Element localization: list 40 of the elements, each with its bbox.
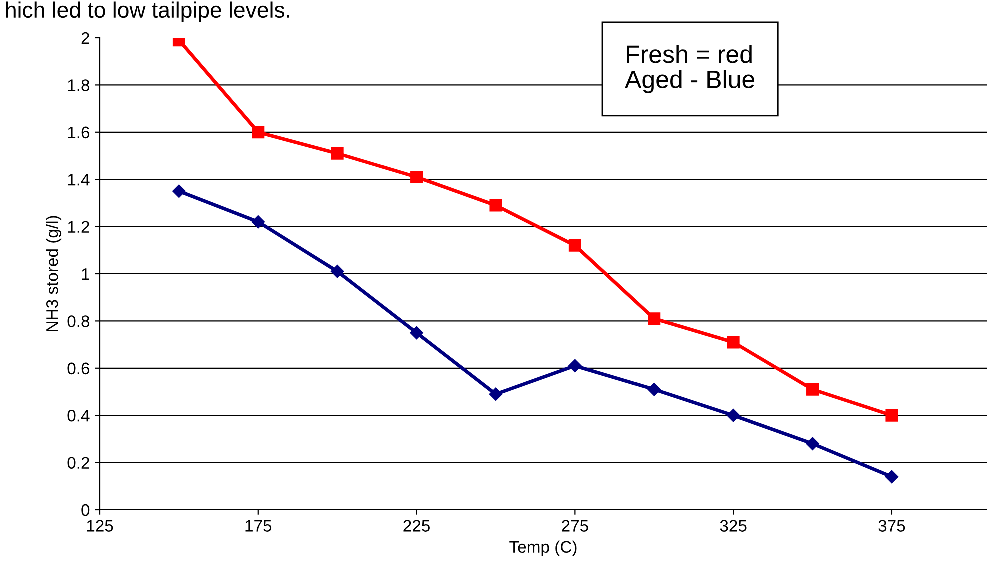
point — [886, 409, 898, 422]
y-tick-label: 2 — [82, 32, 90, 44]
y-tick-label: 0.6 — [68, 362, 90, 375]
x-tick-label: 325 — [720, 520, 747, 532]
y-tick-label: 0.2 — [68, 457, 90, 470]
point — [331, 147, 344, 160]
point — [806, 437, 820, 451]
x-tick-label: 275 — [562, 520, 588, 532]
point — [885, 470, 899, 484]
text: hich led to low tailpipe levels. — [6, 2, 290, 22]
point — [648, 312, 661, 326]
y-tick-label: 1.6 — [68, 126, 90, 139]
y-tick-label: 0 — [82, 504, 90, 516]
point — [489, 388, 503, 401]
point — [252, 215, 265, 229]
point — [568, 239, 582, 252]
y-axis-title: NH3 stored (g/l) — [46, 216, 62, 332]
x-tick-label: 225 — [404, 520, 430, 532]
x-axis-title: Temp (C) — [510, 540, 577, 556]
y-tick-label: 1.4 — [68, 174, 90, 186]
point — [331, 265, 344, 278]
annotation: Fresh = red Aged - Blue — [625, 45, 755, 94]
x-tick-label: 375 — [878, 520, 906, 532]
y-tick-label: 1 — [82, 268, 90, 280]
point — [727, 336, 740, 349]
point — [410, 170, 424, 184]
y-tick-label: 1.2 — [68, 221, 90, 233]
point — [648, 383, 661, 396]
x-tick-label: 175 — [246, 520, 272, 532]
point — [568, 359, 582, 373]
point — [172, 184, 186, 198]
x-tick-label: 125 — [87, 520, 114, 532]
y-tick-label: 1.8 — [68, 80, 90, 92]
point — [726, 409, 740, 422]
point — [410, 326, 424, 340]
y-tick-label: 0.4 — [68, 410, 90, 422]
y-tick-label: 0.8 — [68, 316, 90, 328]
point — [806, 383, 820, 396]
point — [490, 199, 502, 212]
point — [252, 126, 265, 139]
